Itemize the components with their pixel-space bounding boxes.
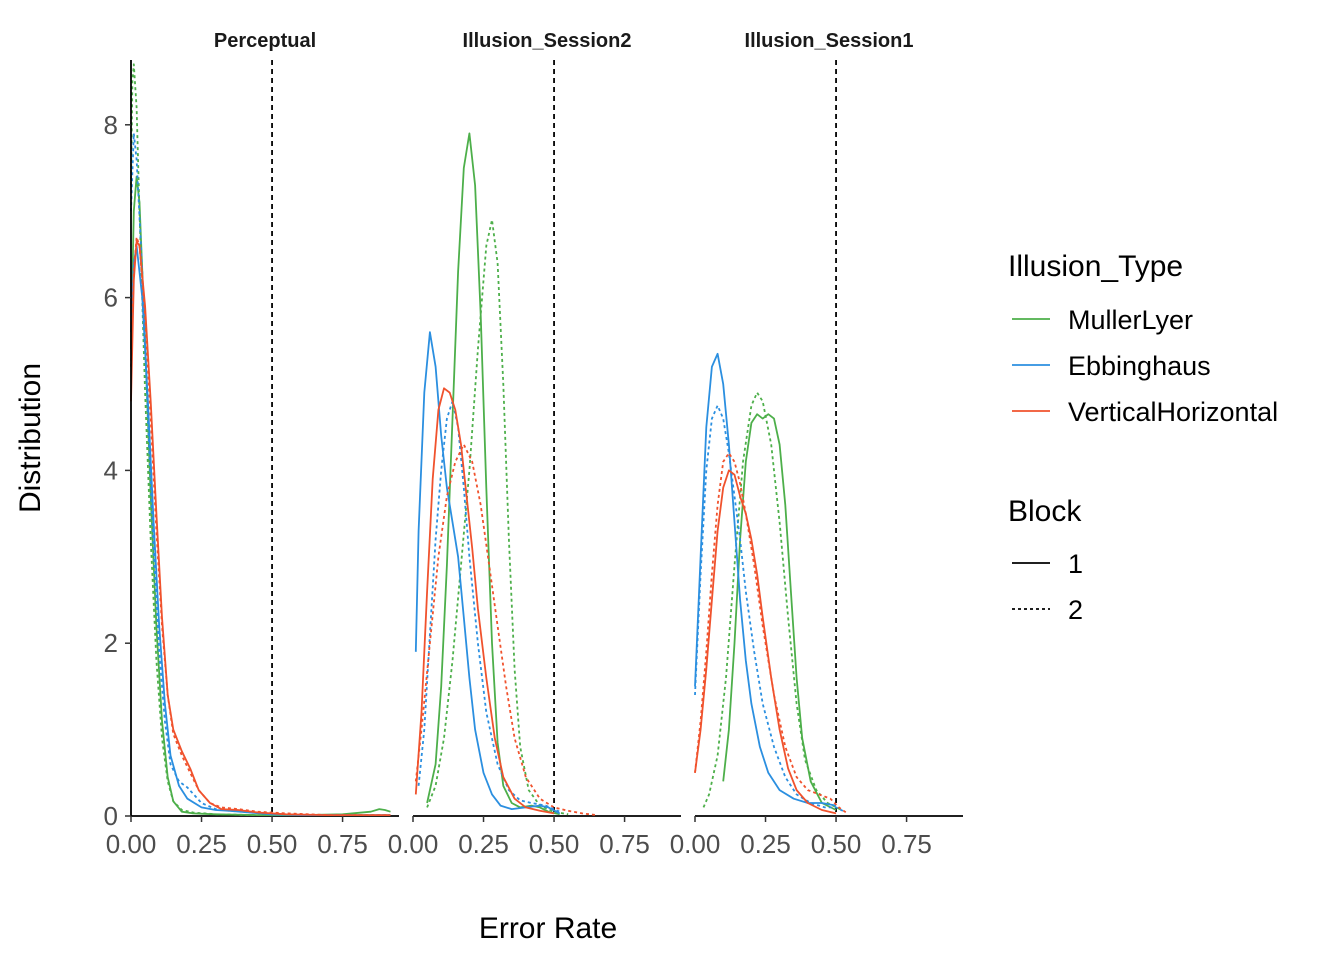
- x-tick-label: 0.00: [388, 829, 439, 859]
- density-curve-mullerlyer-block-2: [704, 393, 842, 810]
- density-curve-mullerlyer-block-1: [131, 177, 391, 816]
- x-tick-label: 0.50: [247, 829, 298, 859]
- legend-label-block-1: 1: [1068, 549, 1083, 579]
- legend-label-verticalhorizontal: VerticalHorizontal: [1068, 397, 1278, 427]
- y-tick-label: 4: [104, 455, 118, 485]
- density-curve-ebbinghaus-block-2: [695, 406, 845, 812]
- y-tick-label: 6: [104, 283, 118, 313]
- density-curve-ebbinghaus-block-1: [695, 354, 836, 806]
- legend-label-block-2: 2: [1068, 595, 1083, 625]
- density-curve-verticalhorizontal-block-2: [416, 445, 597, 816]
- y-tick-label: 8: [104, 110, 118, 140]
- x-tick-label: 0.00: [670, 829, 721, 859]
- x-tick-label: 0.25: [458, 829, 509, 859]
- legend-linetype-title: Block: [1008, 495, 1082, 528]
- x-tick-label: 0.00: [106, 829, 157, 859]
- density-curve-mullerlyer-block-2: [131, 64, 391, 815]
- x-tick-label: 0.50: [529, 829, 580, 859]
- y-tick-label: 2: [104, 628, 118, 658]
- x-axis-title: Error Rate: [479, 912, 617, 945]
- x-tick-label: 0.75: [317, 829, 368, 859]
- panel-illusion-session2: Illusion_Session2 0.00 0.25 0.50 0.75: [388, 30, 681, 859]
- density-curve-verticalhorizontal-block-2: [131, 237, 391, 815]
- panel-title: Illusion_Session1: [745, 30, 914, 52]
- y-axis-title: Distribution: [14, 363, 47, 513]
- y-tick-label: 0: [104, 801, 118, 831]
- x-tick-label: 0.25: [176, 829, 227, 859]
- x-tick-label: 0.75: [881, 829, 932, 859]
- y-axis: 0 2 4 6 8: [104, 60, 131, 831]
- density-curve-ebbinghaus-block-2: [419, 401, 560, 811]
- x-tick-label: 0.25: [740, 829, 791, 859]
- panel-illusion-session1: Illusion_Session1 0.00 0.25 0.50 0.75: [670, 30, 963, 859]
- x-tick-label: 0.50: [811, 829, 862, 859]
- panel-perceptual: Perceptual 0.00 0.25 0.50 0.75: [106, 30, 399, 859]
- x-tick-label: 0.75: [599, 829, 650, 859]
- panel-title: Perceptual: [214, 30, 316, 52]
- density-curve-verticalhorizontal-block-1: [131, 241, 391, 815]
- legend-label-ebbinghaus: Ebbinghaus: [1068, 351, 1211, 381]
- legend-label-mullerlyer: MullerLyer: [1068, 305, 1193, 335]
- legend: Illusion_Type Block MullerLyer Ebbinghaus…: [1008, 250, 1278, 625]
- density-curve-ebbinghaus-block-1: [131, 246, 391, 815]
- panel-title: Illusion_Session2: [463, 30, 632, 52]
- density-curve-verticalhorizontal-block-2: [695, 453, 847, 813]
- legend-color-title: Illusion_Type: [1008, 250, 1183, 283]
- density-curve-mullerlyer-block-1: [723, 414, 836, 810]
